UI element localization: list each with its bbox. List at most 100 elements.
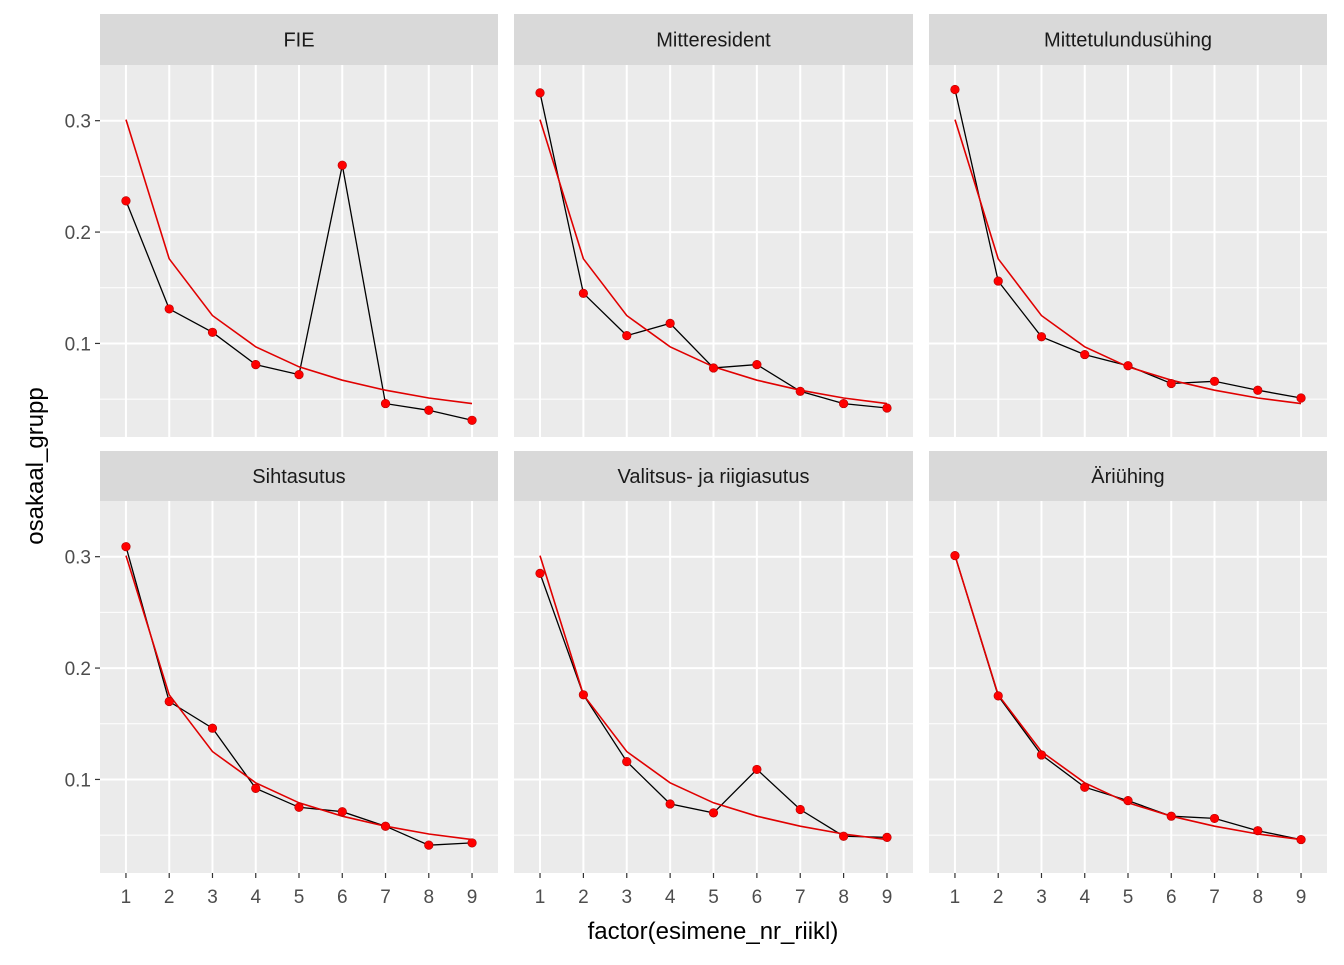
x-tick-label: 9 [467, 887, 478, 908]
y-tick-label: 0.3 [65, 112, 91, 133]
data-point [882, 403, 892, 413]
x-tick-label: 2 [578, 887, 589, 908]
data-point [294, 370, 304, 380]
data-point [121, 196, 131, 206]
x-tick-label: 8 [423, 887, 434, 908]
x-tick-label: 9 [882, 887, 893, 908]
x-tick-label: 5 [708, 887, 719, 908]
facet-strip [100, 451, 498, 501]
x-tick-label: 7 [380, 887, 391, 908]
data-point [708, 808, 719, 818]
data-point [1296, 393, 1306, 403]
facet-strip [514, 14, 913, 65]
x-tick-label: 7 [795, 887, 806, 908]
data-point [380, 398, 391, 409]
data-point [578, 288, 588, 298]
facet-panel: Valitsus- ja riigiasutus 1 2 3 4 5 6 7 8 9 [514, 451, 913, 908]
reference-line [125, 119, 473, 405]
data-point [164, 304, 174, 314]
data-point [665, 318, 675, 328]
y-tick-label: 0.3 [65, 548, 91, 569]
x-tick-label: 9 [1296, 887, 1307, 908]
data-point [207, 723, 218, 733]
data-point [251, 783, 261, 793]
data-point [164, 696, 174, 707]
data-point [1036, 332, 1047, 342]
data-point [795, 804, 805, 815]
facet-strip [929, 14, 1327, 65]
data-point [337, 160, 347, 170]
x-tick-label: 2 [993, 887, 1004, 908]
data-point [1036, 750, 1047, 760]
data-point [535, 88, 545, 98]
x-tick-label: 4 [1079, 887, 1090, 908]
x-tick-label: 3 [621, 887, 632, 908]
facet-panel: Mittetulundusühing [929, 14, 1327, 437]
data-point [1080, 782, 1090, 792]
data-point [708, 363, 719, 373]
data-point [839, 398, 849, 409]
data-point [467, 415, 477, 425]
data-point [294, 802, 304, 812]
facet-title: Äriühing [1091, 466, 1164, 488]
facet-title: Valitsus- ja riigiasutus [618, 466, 810, 488]
data-point [1080, 349, 1090, 360]
facet-panel: Mitteresident [514, 14, 913, 437]
data-point [424, 405, 434, 415]
data-point [1253, 826, 1263, 836]
data-point [752, 360, 762, 370]
data-point [1166, 378, 1176, 389]
facet-strip [514, 451, 913, 501]
data-point [993, 691, 1003, 701]
data-point [1123, 361, 1133, 371]
facet-title: Sihtasutus [252, 466, 345, 488]
data-point [1253, 385, 1263, 395]
x-tick-label: 7 [1209, 887, 1220, 908]
data-point [1209, 813, 1220, 824]
data-point [380, 821, 391, 831]
facet-strip [929, 451, 1327, 501]
y-axis-title: osakaal_grupp [22, 387, 49, 544]
x-tick-label: 5 [294, 887, 305, 908]
facet-strip [100, 14, 498, 65]
data-point [121, 542, 131, 552]
data-point [1166, 811, 1176, 821]
x-tick-label: 6 [1166, 887, 1177, 908]
data-point [535, 568, 545, 578]
facet-title: FIE [283, 30, 314, 52]
x-tick-label: 3 [1036, 887, 1047, 908]
data-point [752, 764, 762, 775]
data-point [882, 832, 892, 842]
data-point [795, 386, 805, 396]
x-tick-label: 3 [207, 887, 218, 908]
x-tick-label: 5 [1123, 887, 1134, 908]
facet-title: Mittetulundusühing [1044, 30, 1212, 52]
data-point [337, 807, 347, 817]
data-point [467, 838, 477, 848]
data-point [1123, 796, 1133, 806]
data-point [993, 276, 1003, 286]
data-point [665, 799, 675, 809]
y-tick-label: 0.1 [65, 770, 91, 791]
data-point [424, 840, 434, 850]
data-point [207, 327, 218, 337]
facet-panel: Äriühing 1 2 3 4 5 6 7 8 9 [929, 451, 1327, 908]
data-point [251, 360, 261, 370]
x-tick-label: 6 [752, 887, 763, 908]
data-point [622, 331, 632, 341]
data-point [622, 757, 632, 767]
y-tick-label: 0.2 [65, 659, 91, 680]
data-point [1296, 834, 1306, 845]
data-point [839, 831, 849, 841]
data-point [578, 690, 588, 700]
facet-title: Mitteresident [656, 30, 771, 52]
reference-line [539, 555, 888, 841]
x-tick-label: 4 [665, 887, 676, 908]
x-tick-label: 4 [250, 887, 261, 908]
facet-panel: FIE 0.1 0.2 0.3 [65, 14, 498, 437]
data-point [950, 84, 960, 95]
x-tick-label: 1 [535, 887, 546, 908]
y-tick-label: 0.1 [65, 334, 91, 355]
